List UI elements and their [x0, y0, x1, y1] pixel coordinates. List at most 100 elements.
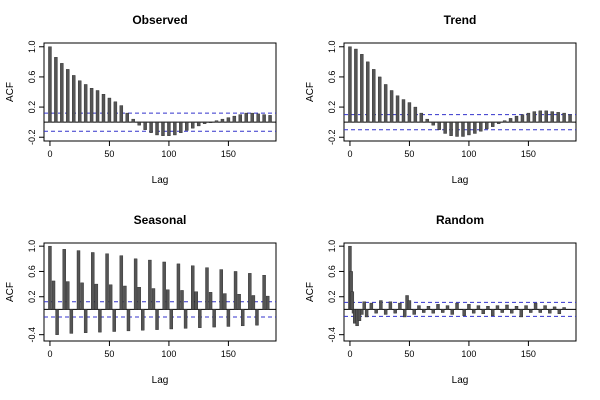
panel-3-acf-bar: [212, 309, 216, 328]
panel-3-acf-bar: [126, 309, 131, 332]
panel-2-acf-bar: [425, 118, 429, 123]
panel-3-acf-bar: [94, 283, 99, 310]
panel-2-acf-bar: [360, 54, 364, 123]
panel-2-acf-bar: [443, 121, 447, 134]
panel-2-acf-bar: [419, 112, 424, 123]
panel-2-acf-bar: [461, 121, 465, 137]
panel-3-acf-bar: [55, 309, 59, 335]
panel-1-acf-bar: [256, 113, 260, 123]
panel-1-acf-bar: [149, 121, 153, 133]
panel-1-acf-bar: [238, 114, 243, 123]
panel-3-acf-bar: [169, 309, 174, 330]
panel-3-acf-bar: [66, 281, 70, 310]
panel-2-acf-bar: [407, 102, 412, 123]
panel-4-y-tick-label: 0.6: [327, 265, 337, 278]
panel-1-y-tick-label: 0.6: [27, 71, 37, 84]
panel-2-acf-bar: [467, 121, 471, 136]
panel-2-plot-frame: [343, 42, 577, 142]
panel-2-acf-bar: [496, 121, 501, 124]
panel-4-acf-bar: [450, 309, 454, 315]
panel-3-acf-bar: [69, 309, 74, 334]
panel-2-acf-bar: [383, 84, 388, 123]
panel-3-y-axis-label: ACF: [5, 282, 16, 302]
panel-2-acf-bar: [502, 120, 507, 123]
panel-4-acf-bar: [362, 301, 366, 310]
panel-3-acf-bar: [83, 309, 88, 333]
panel-4-acf-bar: [529, 309, 533, 313]
panel-4-acf-bar: [543, 305, 547, 310]
panel-3-acf-bar: [194, 291, 198, 310]
panel-1-acf-bar: [196, 121, 201, 127]
panel-3-x-tick-label: 50: [104, 349, 114, 359]
panel-4-acf-bar: [533, 302, 538, 310]
panel-4-acf-bar: [476, 305, 481, 310]
panel-2-y-tick-label: 0.2: [327, 101, 337, 114]
panel-4-acf-bar: [441, 309, 445, 313]
panel-1-acf-bar: [173, 121, 177, 136]
panel-1-y-tick-label: 1.0: [27, 41, 37, 54]
panel-1-acf-bar: [72, 75, 76, 123]
panel-4-acf-bar: [505, 304, 509, 310]
panel-3-acf-bar: [91, 252, 95, 310]
panel-1-acf-bar: [83, 84, 88, 123]
panel-2-x-tick-label: 50: [404, 149, 414, 159]
panel-1-x-tick-label: 100: [161, 149, 176, 159]
panel-2-acf-bar: [520, 114, 525, 123]
panel-2-acf-bar: [479, 121, 483, 132]
panel-1-title: Observed: [132, 13, 187, 27]
panel-1-acf-bar: [155, 121, 159, 136]
panel-4-acf-bar: [445, 305, 450, 310]
panel-4-acf-bar: [486, 306, 490, 310]
panel-1-acf-bar: [226, 117, 231, 123]
panel-2-acf-bar: [538, 110, 543, 123]
panel-1-acf-bar: [208, 121, 213, 123]
panel-3-acf-bar: [105, 253, 109, 310]
panel-4-acf-bar: [388, 301, 393, 310]
panel-4-acf-bar: [398, 302, 402, 310]
panel-4-acf-bar: [519, 309, 523, 318]
panel-1-y-tick-label: -0.2: [27, 129, 37, 145]
panel-2-acf-bar: [377, 76, 382, 123]
panel-2-x-tick-label: 0: [347, 149, 352, 159]
panel-3-acf-bar: [248, 273, 252, 310]
panel-3-acf-bar: [80, 282, 84, 310]
panel-4-acf-bar: [357, 309, 362, 321]
panel-2-acf-bar: [514, 115, 519, 123]
panel-2-acf-bar: [437, 121, 441, 130]
panel-4-acf-bar: [557, 309, 562, 315]
panel-3-acf-bar: [223, 293, 227, 310]
panel-4-acf-bar: [402, 309, 407, 318]
panel-4-acf-bar: [524, 305, 528, 310]
panel-1-acf-bar: [179, 121, 183, 133]
panel-1-acf-bar: [268, 115, 272, 123]
panel-4-acf-bar: [462, 309, 466, 316]
panel-1-x-axis-label: Lag: [152, 175, 169, 186]
panel-3-x-axis-label: Lag: [152, 375, 169, 386]
panel-3-acf-bar: [112, 309, 116, 332]
panel-1-acf-bar: [202, 121, 207, 124]
panel-2-y-axis-label: ACF: [305, 82, 316, 102]
panel-2-acf-bar: [401, 99, 406, 123]
panel-1-acf-bar: [185, 121, 189, 131]
panel-1-x-tick-label: 50: [104, 149, 114, 159]
panel-3-acf-bar: [262, 275, 266, 310]
panel-3-acf-bar: [98, 309, 102, 333]
panel-2-acf-bar: [354, 48, 358, 123]
panel-4-acf-bar: [431, 309, 435, 314]
panel-4-acf-bar: [455, 302, 459, 310]
panel-4-acf-bar: [360, 309, 364, 315]
panel-4-acf-bar: [407, 300, 412, 310]
panel-1-y-axis-label: ACF: [5, 82, 16, 102]
panel-4-x-tick-label: 150: [521, 349, 536, 359]
panel-4-acf-bar: [471, 309, 476, 314]
panel-1-acf-bar: [77, 80, 82, 123]
panel-3-acf-bar: [119, 255, 124, 310]
panel-3-acf-bar: [255, 309, 259, 326]
panel-4-acf-bar: [364, 309, 369, 318]
panel-3-acf-bar: [251, 295, 256, 310]
panel-4-x-tick-label: 50: [404, 349, 414, 359]
panel-1-acf-bar: [119, 105, 124, 123]
panel-2-acf-bar: [526, 112, 531, 123]
panel-4-acf-bar: [436, 304, 440, 310]
panel-4-acf-bar: [417, 305, 421, 310]
